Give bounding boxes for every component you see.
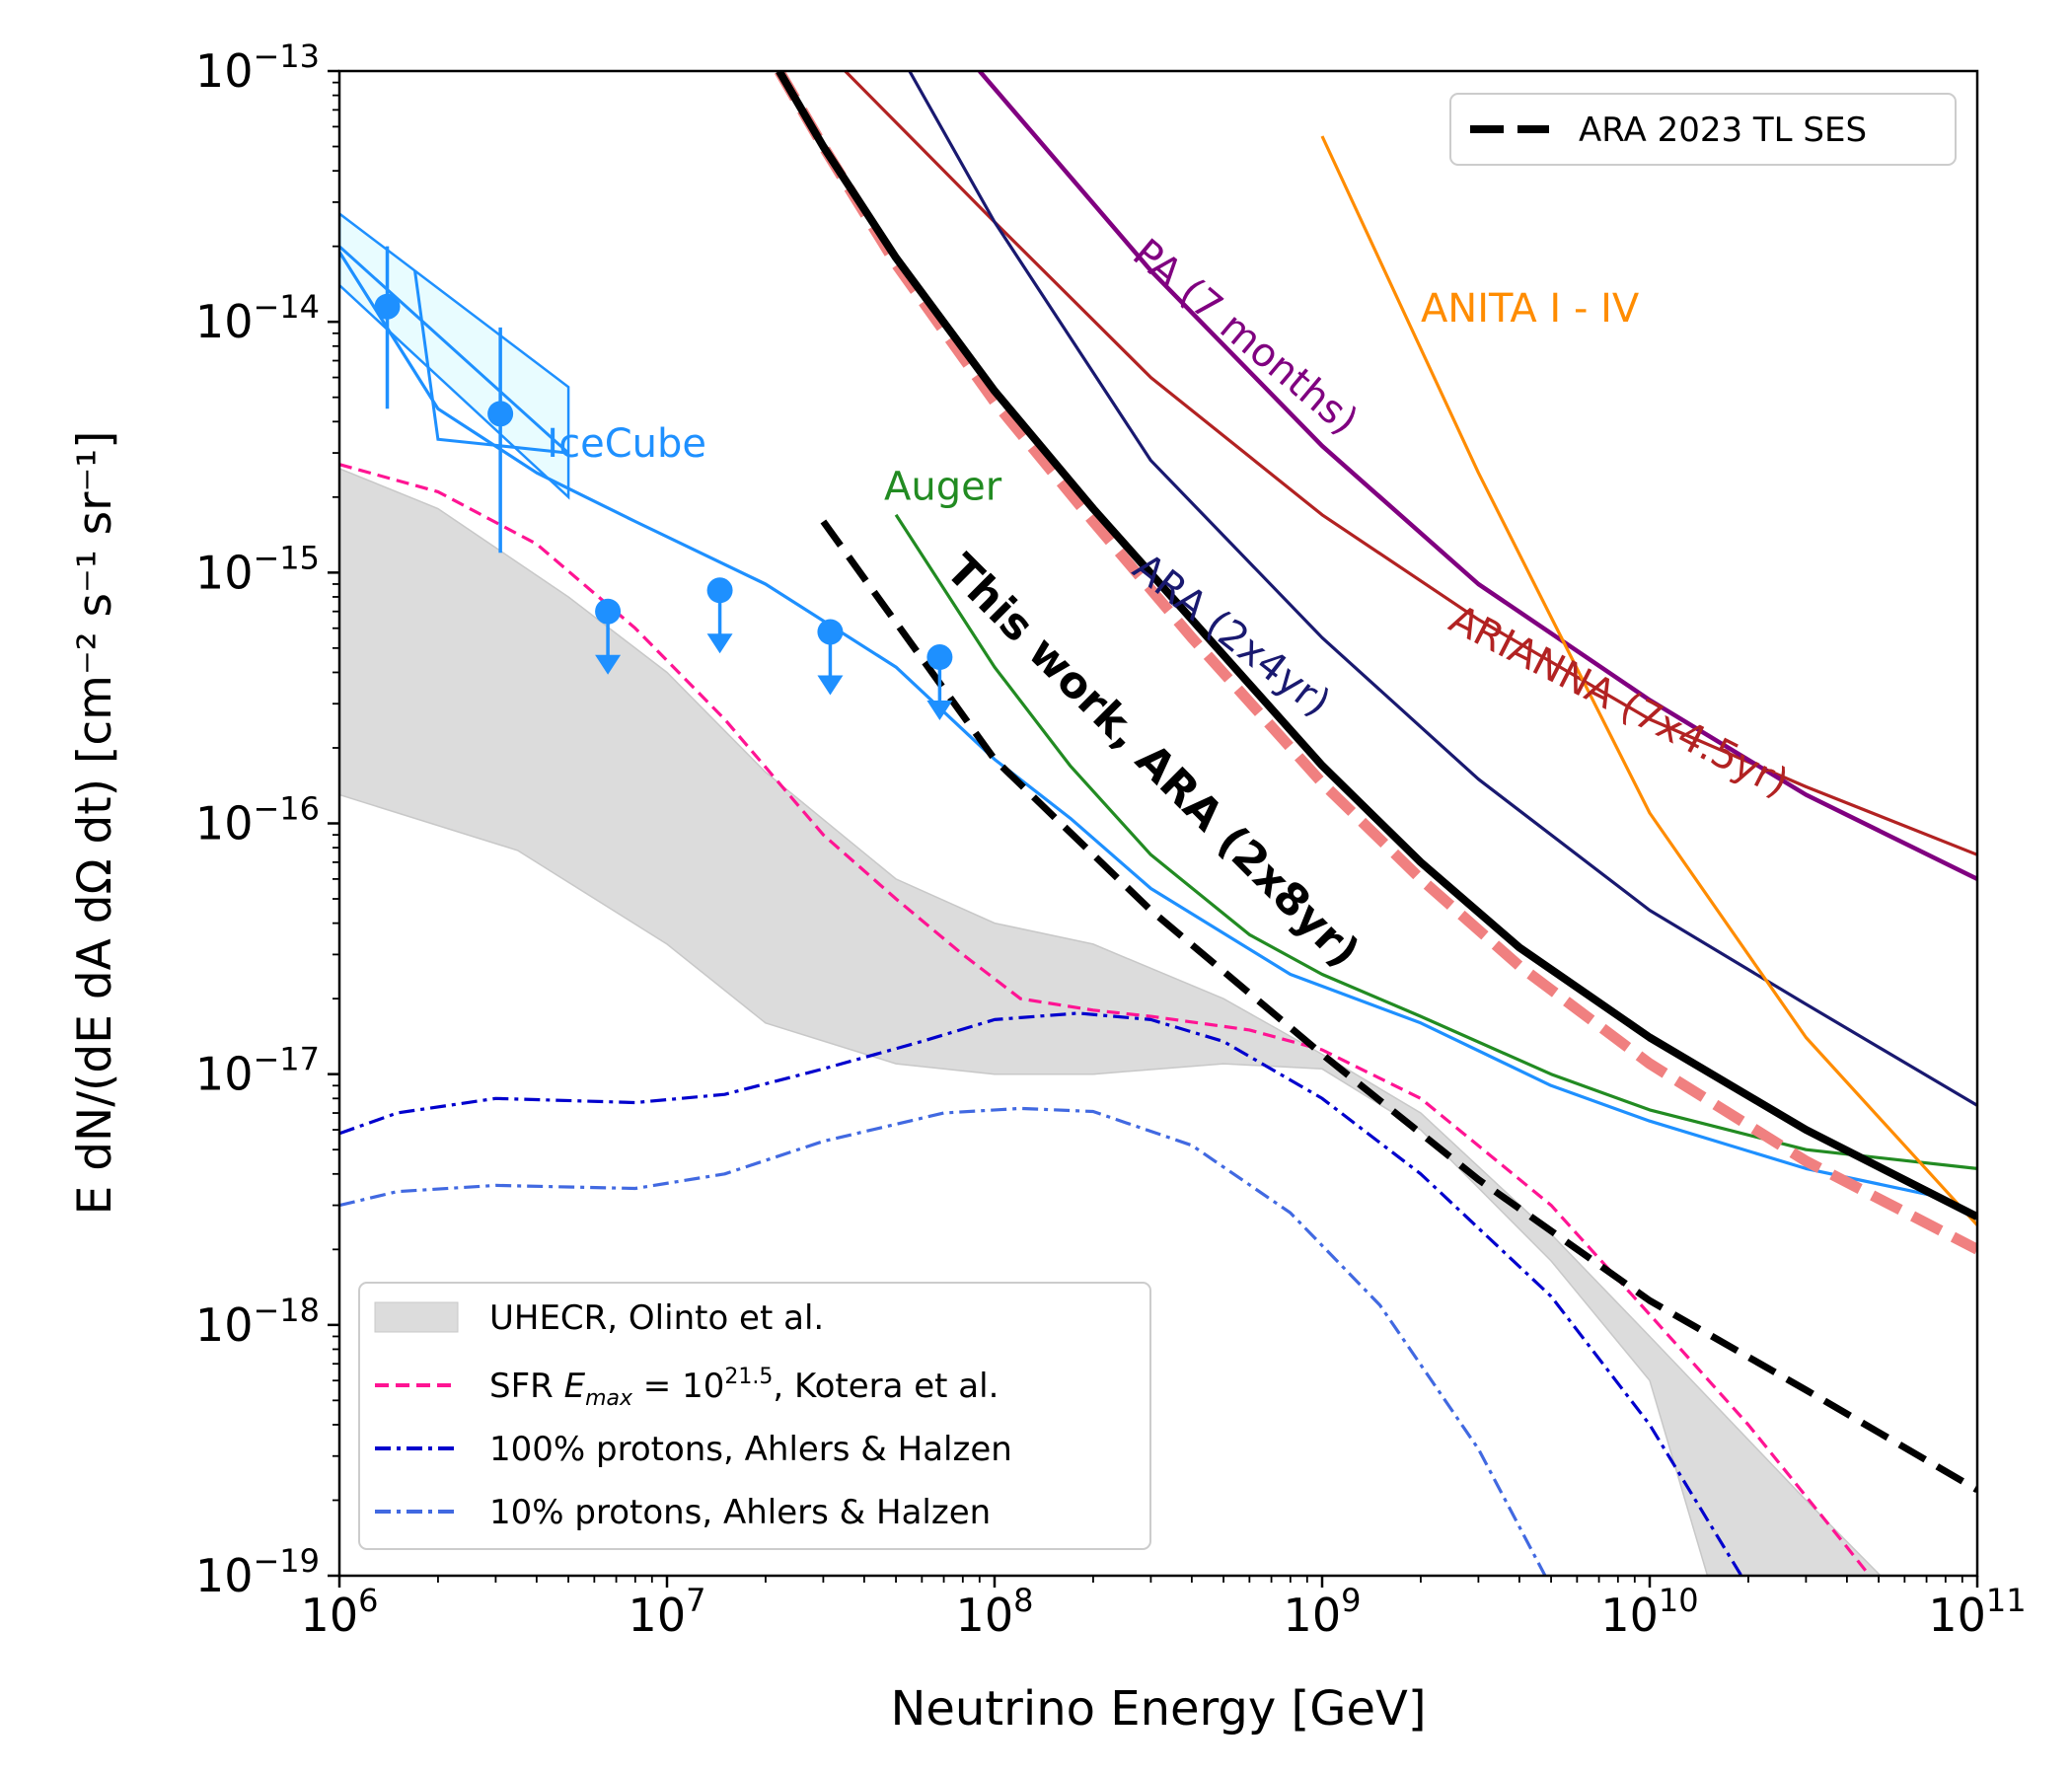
legend-top: ARA 2023 TL SES xyxy=(1449,93,1957,166)
plot-area xyxy=(339,71,1977,1576)
y-tick-label: 10−13 xyxy=(195,37,320,98)
series-10-protons-ahlers-halzen xyxy=(339,1106,1547,1576)
x-tick-label: 109 xyxy=(1284,1582,1362,1642)
series-100-protons-ahlers-halzen xyxy=(339,1011,1743,1576)
icecube-point-3 xyxy=(706,577,733,604)
icecube-limit-arrow-2 xyxy=(595,654,622,675)
icecube-point-1 xyxy=(487,401,514,427)
legend-uhecr-swatch xyxy=(374,1301,459,1333)
annotation-anita-i-iv: ANITA I - IV xyxy=(1421,286,1640,332)
x-axis-label: Neutrino Energy [GeV] xyxy=(890,1681,1426,1737)
series-anita-i-iv xyxy=(1320,135,1977,1226)
x-tick-label: 108 xyxy=(956,1582,1034,1642)
legend-entry-sfr: SFR Emax = 1021.5, Kotera et al. xyxy=(489,1365,999,1411)
legend-entry-10-protons: 10% protons, Ahlers & Halzen xyxy=(489,1493,991,1532)
series-sfr-e-max-10-21-5-kotera-et-al xyxy=(339,463,1872,1576)
icecube-segmented-box xyxy=(339,211,570,500)
series-auger xyxy=(894,513,1977,1170)
legend-entry-100-protons: 100% protons, Ahlers & Halzen xyxy=(489,1430,1012,1469)
x-tick-label: 106 xyxy=(301,1582,379,1642)
legend-bottom: UHECR, Olinto et al. SFR Emax = 1021.5, … xyxy=(358,1282,1151,1550)
icecube-limit-arrow-5 xyxy=(926,701,953,721)
x-tick-label: 1011 xyxy=(1928,1582,2026,1642)
icecube-point-2 xyxy=(595,598,622,625)
series-ara-2023-tl-ses xyxy=(820,519,1977,1494)
icecube-point-4 xyxy=(817,619,844,645)
icecube-limit-arrow-4 xyxy=(817,675,844,696)
y-tick-label: 10−18 xyxy=(195,1292,320,1352)
icecube-box-line-0 xyxy=(339,245,570,455)
legend-entry-uhecr: UHECR, Olinto et al. xyxy=(489,1298,824,1338)
y-tick-label: 10−19 xyxy=(195,1542,320,1602)
series-pa-7-months xyxy=(978,71,1977,881)
legend-bottom-frame xyxy=(358,1282,1151,1550)
x-tick-label: 107 xyxy=(629,1582,706,1642)
legend-entry-ara-2023-tl-ses: ARA 2023 TL SES xyxy=(1579,111,1867,150)
series-this-work-ara-2x8yr xyxy=(776,71,1977,1221)
icecube-limit-arrow-3 xyxy=(706,633,733,654)
series-ara-2x4yr xyxy=(908,71,1977,1107)
series-uhecr-band xyxy=(339,468,1883,1576)
y-tick-label: 10−17 xyxy=(195,1041,320,1101)
annotation-icecube: IceCube xyxy=(547,421,706,467)
y-tick-label: 10−16 xyxy=(195,790,320,851)
x-tick-label: 1010 xyxy=(1600,1582,1698,1642)
legend-top-frame xyxy=(1449,93,1957,166)
icecube-point-5 xyxy=(926,644,953,671)
annotation-auger: Auger xyxy=(884,465,1002,510)
y-tick-label: 10−15 xyxy=(195,539,320,599)
series-arianna-7x4-5yr xyxy=(844,71,1977,856)
icecube-point-0 xyxy=(374,293,401,320)
y-tick-label: 10−14 xyxy=(195,288,320,348)
y-axis-label: E dN/(dE dA dΩ dt) [cm⁻² s⁻¹ sr⁻¹] xyxy=(68,431,122,1216)
icecube-box-line-1 xyxy=(413,270,569,455)
axes: 106 107 108 109 1010 1011 10−13 10−14 10−15 10−16… xyxy=(195,37,2027,1642)
series-icecube xyxy=(339,251,1947,1200)
